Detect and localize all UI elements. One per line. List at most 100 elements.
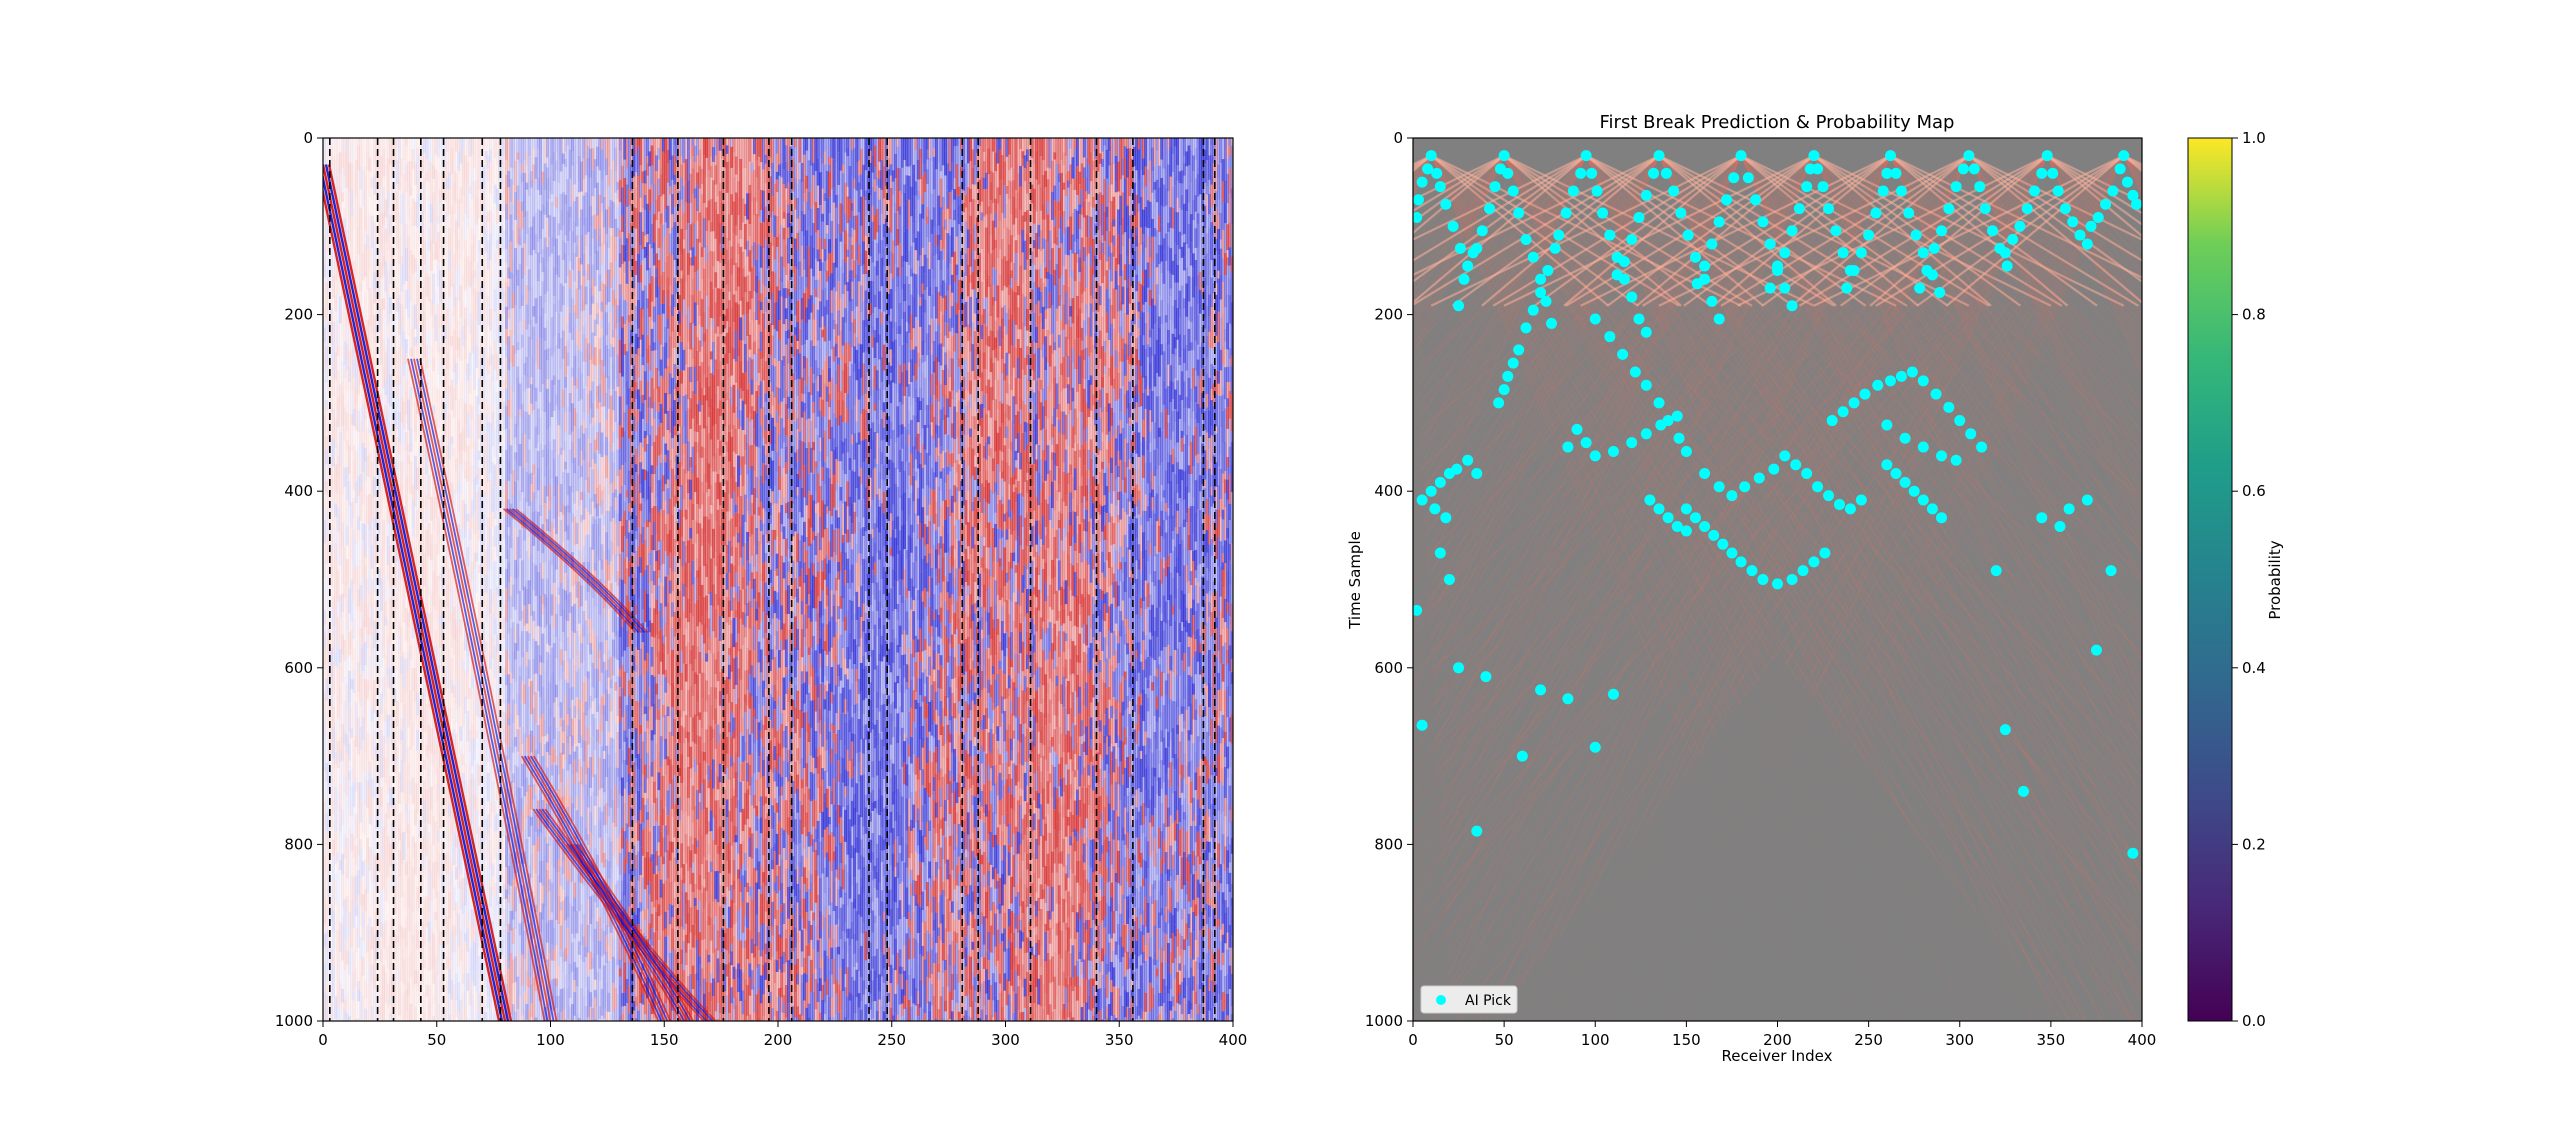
noise-cell (473, 214, 477, 236)
noise-cell (441, 891, 445, 924)
noise-cell (454, 267, 458, 285)
noise-cell (489, 879, 492, 888)
noise-cell (502, 187, 506, 211)
noise-cell (491, 196, 495, 214)
noise-cell (388, 618, 392, 645)
noise-cell (552, 352, 556, 376)
noise-cell (495, 872, 499, 906)
noise-cell (416, 537, 420, 562)
noise-cell (354, 519, 358, 546)
noise-cell (350, 249, 354, 276)
noise-cell (575, 388, 579, 413)
noise-cell (363, 835, 367, 859)
noise-cell (473, 750, 477, 761)
noise-cell (484, 1011, 488, 1021)
noise-cell (425, 508, 429, 523)
noise-cell (341, 394, 345, 427)
noise-cell (409, 250, 413, 271)
noise-cell (502, 264, 506, 279)
noise-cell (491, 429, 495, 447)
noise-cell (445, 257, 449, 280)
noise-cell (423, 240, 426, 265)
noise-cell (375, 448, 379, 469)
noise-cell (416, 667, 420, 678)
noise-cell (368, 530, 372, 557)
noise-cell (525, 528, 529, 552)
noise-cell (516, 350, 520, 367)
noise-cell (555, 839, 558, 873)
noise-cell (566, 743, 570, 771)
noise-cell (566, 927, 570, 955)
noise-cell (416, 813, 420, 836)
noise-cell (498, 520, 502, 545)
noise-cell (393, 834, 397, 852)
noise-cell (518, 201, 522, 229)
noise-cell (411, 836, 415, 848)
noise-cell (345, 187, 349, 215)
noise-cell (429, 786, 433, 810)
noise-cell (329, 138, 333, 146)
noise-cell (441, 780, 445, 795)
noise-cell (509, 385, 513, 419)
noise-cell (491, 604, 495, 613)
noise-cell (573, 281, 577, 305)
noise-cell (418, 138, 422, 154)
noise-cell (559, 989, 563, 1013)
noise-cell (443, 138, 447, 168)
noise-cell (491, 612, 495, 638)
noise-cell (466, 356, 470, 364)
noise-cell (386, 912, 390, 946)
noise-cell (416, 194, 420, 228)
noise-cell (377, 1014, 381, 1021)
noise-cell (357, 906, 360, 934)
noise-cell (409, 995, 413, 1004)
noise-cell (366, 863, 370, 894)
noise-cell (475, 168, 479, 180)
noise-cell (407, 522, 411, 543)
noise-cell (514, 481, 517, 509)
noise-cell (486, 648, 490, 677)
noise-cell (329, 696, 333, 709)
noise-cell (527, 449, 531, 474)
noise-cell (566, 436, 570, 461)
noise-cell (357, 894, 360, 907)
noise-cell (332, 813, 335, 840)
noise-cell (341, 312, 345, 334)
noise-cell (454, 953, 458, 974)
noise-cell (400, 304, 404, 323)
noise-cell (388, 235, 392, 264)
noise-cell (548, 191, 552, 200)
noise-cell (411, 803, 415, 837)
noise-cell (393, 138, 397, 166)
noise-cell (375, 1004, 379, 1021)
noise-cell (470, 561, 474, 581)
noise-cell (557, 706, 561, 732)
noise-cell (382, 138, 386, 150)
noise-cell (552, 670, 556, 703)
noise-cell (382, 298, 386, 310)
noise-cell (464, 873, 467, 906)
noise-cell (516, 566, 520, 578)
noise-cell (341, 1002, 345, 1021)
noise-cell (352, 678, 356, 693)
noise-cell (418, 981, 422, 1004)
noise-cell (423, 214, 426, 241)
noise-cell (518, 558, 522, 591)
noise-cell (384, 920, 388, 934)
noise-cell (559, 616, 563, 642)
noise-cell (475, 682, 479, 692)
noise-cell (388, 406, 392, 424)
noise-cell (423, 475, 426, 507)
noise-cell (545, 624, 549, 644)
noise-cell (530, 356, 533, 378)
noise-cell (345, 449, 349, 467)
noise-cell (482, 833, 486, 845)
noise-cell (418, 819, 422, 838)
noise-cell (525, 707, 529, 738)
noise-cell (429, 421, 433, 441)
noise-cell (477, 377, 481, 405)
noise-cell (555, 443, 558, 453)
noise-cell (432, 571, 436, 591)
noise-cell (536, 543, 540, 552)
noise-cell (502, 278, 506, 292)
